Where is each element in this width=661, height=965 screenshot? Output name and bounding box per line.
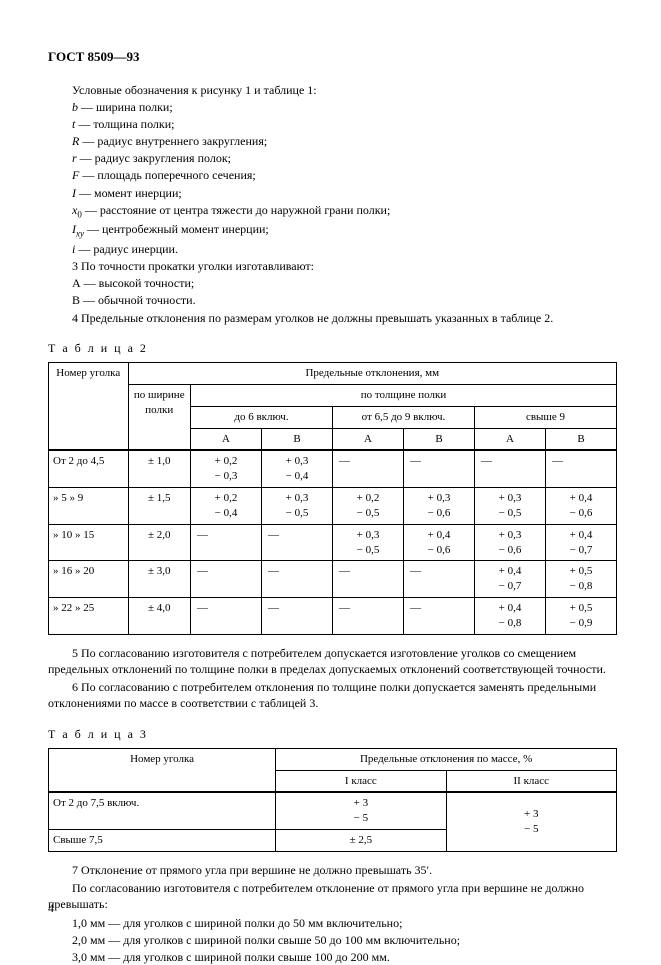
def-line: x0 — расстояние от центра тяжести до нар…	[48, 202, 617, 221]
p3b: А — высокой точности;	[48, 275, 617, 291]
t3-cell: ± 2,5	[276, 830, 446, 852]
p6: 6 По согласованию с потребителем отклоне…	[48, 679, 617, 711]
th-number: Номер уголка	[49, 363, 129, 451]
def-text: — радиус закругления полок;	[77, 151, 231, 165]
table-row-label: » 5 » 9	[49, 488, 129, 525]
table-cell: ± 4,0	[128, 598, 190, 635]
table-cell: + 0,4 − 0,7	[474, 561, 545, 598]
def-line: i — радиус инерции.	[48, 241, 617, 257]
def-text: — радиус внутреннего закругления;	[79, 134, 267, 148]
table-cell: ± 1,0	[128, 450, 190, 487]
t3-th-c2: II класс	[446, 770, 616, 792]
th-b: В	[545, 428, 616, 450]
th-group: от 6,5 до 9 включ.	[332, 406, 474, 428]
intro-line: Условные обозначения к рисунку 1 и табли…	[48, 82, 617, 98]
table-cell: + 0,5 − 0,9	[545, 598, 616, 635]
th-b: В	[261, 428, 332, 450]
doc-header: ГОСТ 8509—93	[48, 48, 617, 66]
table2-caption: Т а б л и ц а 2	[48, 340, 617, 356]
th-a: А	[332, 428, 403, 450]
table-cell: + 0,3 − 0,5	[474, 488, 545, 525]
th-a: А	[190, 428, 261, 450]
table2: Номер уголка Предельные отклонения, мм п…	[48, 362, 617, 635]
p3a: 3 По точности прокатки уголки изготавлив…	[48, 258, 617, 274]
table-cell: —	[190, 524, 261, 561]
table3: Номер уголка Предельные отклонения по ма…	[48, 748, 617, 852]
def-line: r — радиус закругления полок;	[48, 150, 617, 166]
t3-th-main: Предельные отклонения по массе, %	[276, 748, 617, 770]
table-cell: ± 3,0	[128, 561, 190, 598]
table-cell: + 0,3 − 0,6	[474, 524, 545, 561]
table-row-label: » 10 » 15	[49, 524, 129, 561]
table-cell: + 0,2 − 0,3	[190, 450, 261, 487]
def-text: — момент инерции;	[76, 186, 182, 200]
table-cell: —	[332, 561, 403, 598]
table-cell: —	[403, 450, 474, 487]
def-line: I — момент инерции;	[48, 185, 617, 201]
table-cell: + 0,4 − 0,8	[474, 598, 545, 635]
t3-cell: Свыше 7,5	[49, 830, 276, 852]
table-cell: + 0,3 − 0,6	[403, 488, 474, 525]
def-line: Ixy — центробежный момент инерции;	[48, 221, 617, 240]
table-cell: —	[332, 450, 403, 487]
table-cell: —	[403, 561, 474, 598]
table-cell: + 0,2 − 0,5	[332, 488, 403, 525]
table-cell: + 0,2 − 0,4	[190, 488, 261, 525]
p7l3: 3,0 мм — для уголков с шириной полки свы…	[48, 949, 617, 965]
table3-caption: Т а б л и ц а 3	[48, 726, 617, 742]
table-cell: + 0,4 − 0,6	[545, 488, 616, 525]
th-b: В	[403, 428, 474, 450]
table-cell: + 0,4 − 0,6	[403, 524, 474, 561]
table-cell: —	[190, 561, 261, 598]
p7: 7 Отклонение от прямого угла при вершине…	[48, 862, 617, 878]
table-cell: —	[545, 450, 616, 487]
th-group: до 6 включ.	[190, 406, 332, 428]
page: ГОСТ 8509—93 Условные обозначения к рису…	[0, 0, 661, 936]
def-line: F — площадь поперечного сечения;	[48, 167, 617, 183]
t3-cell: От 2 до 7,5 включ.	[49, 792, 276, 829]
table-cell: —	[332, 598, 403, 635]
t3-th-number: Номер уголка	[49, 748, 276, 792]
th-group: свыше 9	[474, 406, 616, 428]
table-cell: + 0,5 − 0,8	[545, 561, 616, 598]
def-line: b — ширина полки;	[48, 99, 617, 115]
th-width: по ширине полки	[128, 384, 190, 450]
def-text: — ширина полки;	[78, 100, 173, 114]
page-number: 4	[48, 900, 54, 916]
table-cell: —	[190, 598, 261, 635]
table-cell: —	[261, 561, 332, 598]
th-a: А	[474, 428, 545, 450]
p3c: В — обычной точности.	[48, 292, 617, 308]
p7l2: 2,0 мм — для уголков с шириной полки свы…	[48, 932, 617, 948]
t3-cell: + 3 − 5	[446, 792, 616, 851]
p7b: По согласованию изготовителя с потребите…	[48, 880, 617, 912]
table-cell: + 0,4 − 0,7	[545, 524, 616, 561]
def-text: — радиус инерции.	[75, 242, 178, 256]
table-cell: ± 1,5	[128, 488, 190, 525]
table-cell: —	[261, 524, 332, 561]
th-thick: по толщине полки	[190, 384, 616, 406]
def-text: — центробежный момент инерции;	[84, 222, 269, 236]
t3-cell: + 3 − 5	[276, 792, 446, 829]
table-cell: + 0,3 − 0,5	[261, 488, 332, 525]
def-text: — расстояние от центра тяжести до наружн…	[82, 203, 390, 217]
table-cell: —	[403, 598, 474, 635]
t3-th-c1: I класс	[276, 770, 446, 792]
def-line: R — радиус внутреннего закругления;	[48, 133, 617, 149]
table-cell: + 0,3 − 0,5	[332, 524, 403, 561]
p7l1: 1,0 мм — для уголков с шириной полки до …	[48, 915, 617, 931]
table-cell: —	[261, 598, 332, 635]
p4: 4 Предельные отклонения по размерам угол…	[48, 310, 617, 326]
p5: 5 По согласованию изготовителя с потреби…	[48, 645, 617, 677]
table-cell: —	[474, 450, 545, 487]
def-text: — толщина полки;	[75, 117, 174, 131]
table-row-label: » 22 » 25	[49, 598, 129, 635]
table-cell: + 0,3 − 0,4	[261, 450, 332, 487]
def-text: — площадь поперечного сечения;	[79, 168, 255, 182]
th-main: Предельные отклонения, мм	[128, 363, 616, 385]
table-cell: ± 2,0	[128, 524, 190, 561]
def-line: t — толщина полки;	[48, 116, 617, 132]
table-row-label: От 2 до 4,5	[49, 450, 129, 487]
table-row-label: » 16 » 20	[49, 561, 129, 598]
